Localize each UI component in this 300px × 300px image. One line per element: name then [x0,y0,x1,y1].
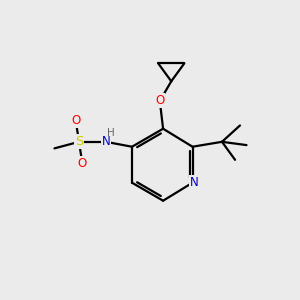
Text: O: O [78,157,87,169]
Text: O: O [71,114,80,127]
Text: N: N [190,176,199,189]
Text: H: H [107,128,115,138]
Text: O: O [155,94,164,107]
Text: S: S [75,135,83,148]
Text: N: N [101,135,110,148]
